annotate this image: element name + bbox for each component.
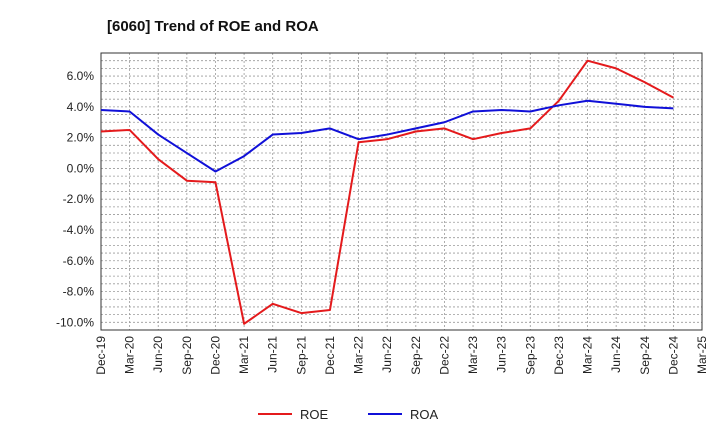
x-tick-label: Mar-21 <box>237 336 251 374</box>
x-tick-label: Sep-21 <box>294 336 308 375</box>
y-tick-label: 0.0% <box>67 161 95 175</box>
plot-border <box>100 52 703 331</box>
y-tick-label: -6.0% <box>63 254 95 268</box>
series-line-roe <box>100 59 674 325</box>
x-tick-label: Sep-23 <box>523 336 537 375</box>
x-tick-label: Dec-22 <box>437 336 451 375</box>
legend-label-roa: ROA <box>410 407 439 422</box>
legend: ROE ROA <box>258 407 439 422</box>
y-tick-label: -8.0% <box>63 285 95 299</box>
x-tick-label: Mar-23 <box>466 336 480 374</box>
x-tick-label: Jun-22 <box>380 336 394 373</box>
y-tick-label: 4.0% <box>67 100 95 114</box>
y-tick-label: -10.0% <box>56 315 94 329</box>
x-tick-label: Mar-24 <box>581 336 595 374</box>
x-tick-label: Dec-21 <box>323 336 337 375</box>
x-tick-label: Sep-22 <box>409 336 423 375</box>
y-tick-label: 2.0% <box>67 131 95 145</box>
y-tick-label: -2.0% <box>63 192 95 206</box>
x-tick-label: Mar-22 <box>352 336 366 374</box>
x-tick-label: Mar-20 <box>123 336 137 374</box>
legend-label-roe: ROE <box>300 407 329 422</box>
x-tick-label: Jun-23 <box>495 336 509 373</box>
plot-area: 6.0% 4.0% 2.0% 0.0% -2.0% -4.0% -6.0% -8.0% -10.… <box>56 52 709 375</box>
x-tick-label: Jun-20 <box>151 336 165 373</box>
x-tick-label: Sep-20 <box>180 336 194 375</box>
y-tick-label: -4.0% <box>63 223 95 237</box>
x-tick-label: Dec-23 <box>552 336 566 375</box>
x-tick-label: Mar-25 <box>695 336 709 374</box>
x-tick-label: Dec-19 <box>94 336 108 375</box>
x-tick-label: Jun-24 <box>609 336 623 373</box>
series-line-roa <box>100 99 674 173</box>
x-tick-label: Jun-21 <box>266 336 280 373</box>
x-tick-label: Sep-24 <box>638 336 652 375</box>
chart-title: [6060] Trend of ROE and ROA <box>107 18 319 35</box>
x-tick-label: Dec-20 <box>208 336 222 375</box>
x-tick-label: Dec-24 <box>666 336 680 375</box>
y-tick-label: 6.0% <box>67 69 95 83</box>
